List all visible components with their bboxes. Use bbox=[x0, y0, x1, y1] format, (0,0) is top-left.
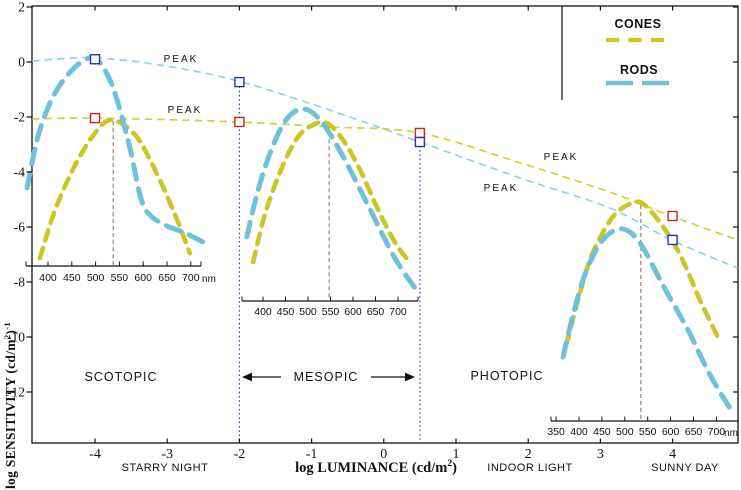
x-axis-title-close: ) bbox=[452, 460, 457, 476]
legend-label-rods: RODS bbox=[620, 63, 658, 77]
caption-indoor-light: INDOOR LIGHT bbox=[487, 462, 572, 474]
mesopic-left-arrow bbox=[242, 372, 281, 382]
x-axis-title-superscript: 2 bbox=[447, 459, 452, 469]
plot-area-border bbox=[31, 5, 739, 444]
y-axis-title-close: ) bbox=[3, 330, 18, 335]
x-tick-label: 3 bbox=[597, 447, 604, 462]
x-tick-label: -4 bbox=[89, 447, 101, 462]
cone-spectral-curve-scotopic bbox=[37, 117, 193, 261]
wavelength-tick-label: 650 bbox=[685, 426, 703, 438]
peak-label-rods-left: PEAK bbox=[164, 54, 199, 65]
x-tick-label: 4 bbox=[669, 447, 676, 462]
rods-envelope-curve bbox=[32, 56, 738, 269]
curves-layer bbox=[24, 55, 738, 416]
cone-spectral-curve-mesopic bbox=[250, 119, 411, 265]
peak-label-cones-right: PEAK bbox=[544, 152, 579, 163]
x-tick-label: 1 bbox=[453, 447, 460, 462]
y-tick-label: 2 bbox=[18, 0, 25, 15]
axis-ticks-layer: -4 -3 -2 -1 0 1 2 3 420-2-4-6-8-10-12 bbox=[7, 0, 738, 462]
y-axis-title: log SENSITIVITY (cd/m2)-1 bbox=[2, 322, 18, 489]
y-axis-title-main: log SENSITIVITY (cd/m bbox=[3, 339, 18, 489]
rod-peak-marker bbox=[89, 54, 101, 65]
region-label-mesopic: MESOPIC bbox=[294, 370, 359, 384]
x-tick-label: -3 bbox=[161, 447, 173, 462]
wavelength-tick-label: 550 bbox=[639, 426, 657, 438]
cone-spectral-curve-photopic bbox=[563, 199, 721, 348]
wavelength-tick-label: 400 bbox=[254, 306, 272, 318]
wavelength-tick-label: 600 bbox=[662, 426, 680, 438]
x-axis-title-main: log LUMINANCE (cd/m bbox=[295, 460, 447, 476]
wavelength-tick-label: 450 bbox=[63, 272, 81, 284]
peak-label-cones-left: PEAK bbox=[168, 105, 203, 116]
caption-sunny-day: SUNNY DAY bbox=[651, 462, 719, 474]
rod-spectral-curve-scotopic bbox=[24, 55, 206, 245]
wavelength-tick-label: 600 bbox=[344, 306, 362, 318]
x-axis-title: log LUMINANCE (cd/m2) bbox=[295, 459, 457, 476]
wavelength-tick-label: 500 bbox=[299, 306, 317, 318]
wavelength-tick-label: 650 bbox=[367, 306, 385, 318]
wavelength-tick-label: 450 bbox=[593, 426, 611, 438]
cone-peak-marker bbox=[89, 112, 101, 124]
wavelength-tick-label: 700 bbox=[708, 426, 726, 438]
mesopic-right-arrow bbox=[371, 372, 415, 382]
y-tick-label: 0 bbox=[18, 55, 25, 70]
wavelength-tick-label: 600 bbox=[134, 272, 152, 284]
caption-starry-night: STARRY NIGHT bbox=[122, 462, 209, 474]
y-tick-label: -2 bbox=[14, 110, 25, 125]
cone-peak-marker bbox=[414, 127, 426, 139]
legend-label-cones: CONES bbox=[615, 17, 662, 31]
wavelength-tick-label: 450 bbox=[277, 306, 295, 318]
rod-peak-marker bbox=[234, 76, 245, 88]
rod-spectral-curve-photopic bbox=[560, 226, 736, 416]
cone-peak-marker bbox=[667, 210, 678, 222]
boundary-lines-layer bbox=[238, 82, 421, 443]
y-tick-label: -8 bbox=[14, 275, 25, 290]
y-tick-label: -10 bbox=[7, 330, 25, 345]
y-axis-title-exponent: -1 bbox=[2, 322, 12, 330]
wavelength-tick-label: 700 bbox=[182, 272, 200, 284]
region-label-photopic: PHOTOPIC bbox=[470, 369, 543, 383]
region-label-scotopic: SCOTOPIC bbox=[84, 370, 157, 384]
wavelength-tick-label: 650 bbox=[158, 272, 176, 284]
wavelength-tick-label: 400 bbox=[39, 272, 57, 284]
y-axis-title-superscript: 2 bbox=[2, 335, 12, 340]
wavelength-tick-label: 500 bbox=[616, 426, 634, 438]
wavelength-tick-label: 550 bbox=[111, 272, 129, 284]
peak-markers-layer bbox=[89, 54, 678, 246]
rod-peak-marker bbox=[667, 234, 678, 246]
wavelength-unit-label: nm bbox=[724, 428, 738, 439]
x-tick-label: 2 bbox=[525, 447, 532, 462]
wavelength-tick-label: 400 bbox=[570, 426, 588, 438]
wavelength-tick-label: 500 bbox=[87, 272, 105, 284]
x-tick-label: -1 bbox=[306, 447, 318, 462]
rod-peak-marker bbox=[414, 136, 426, 148]
rod-spectral-curve-mesopic bbox=[244, 106, 421, 295]
peak-label-rods-right: PEAK bbox=[484, 183, 519, 194]
wavelength-tick-label: 350 bbox=[547, 426, 565, 438]
x-tick-label: -2 bbox=[234, 447, 246, 462]
x-tick-label: 0 bbox=[380, 447, 387, 462]
y-tick-label: -4 bbox=[14, 165, 25, 180]
cone-peak-marker bbox=[234, 116, 245, 128]
wavelength-tick-label: 550 bbox=[322, 306, 340, 318]
y-tick-label: -12 bbox=[7, 385, 25, 400]
wavelength-unit-label: nm bbox=[202, 274, 216, 285]
wavelength-tick-label: 700 bbox=[389, 306, 407, 318]
y-tick-label: -6 bbox=[14, 220, 25, 235]
